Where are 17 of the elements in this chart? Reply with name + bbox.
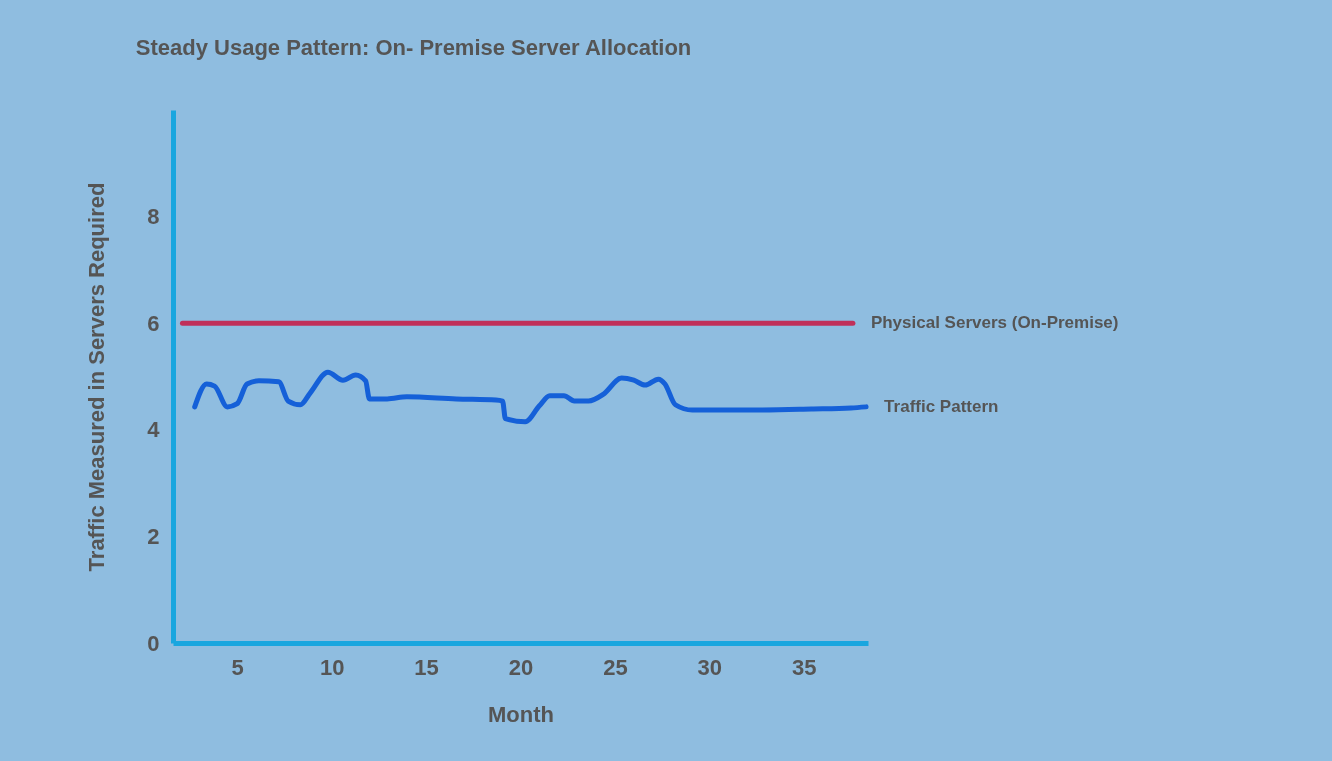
x-axis-title: Month [488,701,554,727]
x-tick-label: 10 [319,654,345,680]
y-tick-label: 6 [147,310,160,336]
x-tick-label: 5 [231,654,244,680]
series-label: Traffic Pattern [884,396,999,416]
y-tick-label: 4 [147,417,161,443]
y-tick-label: 2 [147,523,160,549]
x-tick-label: 20 [508,654,534,680]
x-tick-label: 25 [603,654,628,680]
x-tick-label: 30 [697,654,723,680]
chart-title: Steady Usage Pattern: On- Premise Server Allocation [135,35,692,60]
series-label: Physical Servers (On-Premise) [870,313,1119,333]
y-tick-label: 0 [147,630,160,656]
x-tick-label: 35 [792,654,817,680]
y-axis-title: Traffic Measured in Servers Required [84,182,110,572]
x-tick-label: 15 [414,654,439,680]
y-tick-label: 8 [147,204,160,230]
